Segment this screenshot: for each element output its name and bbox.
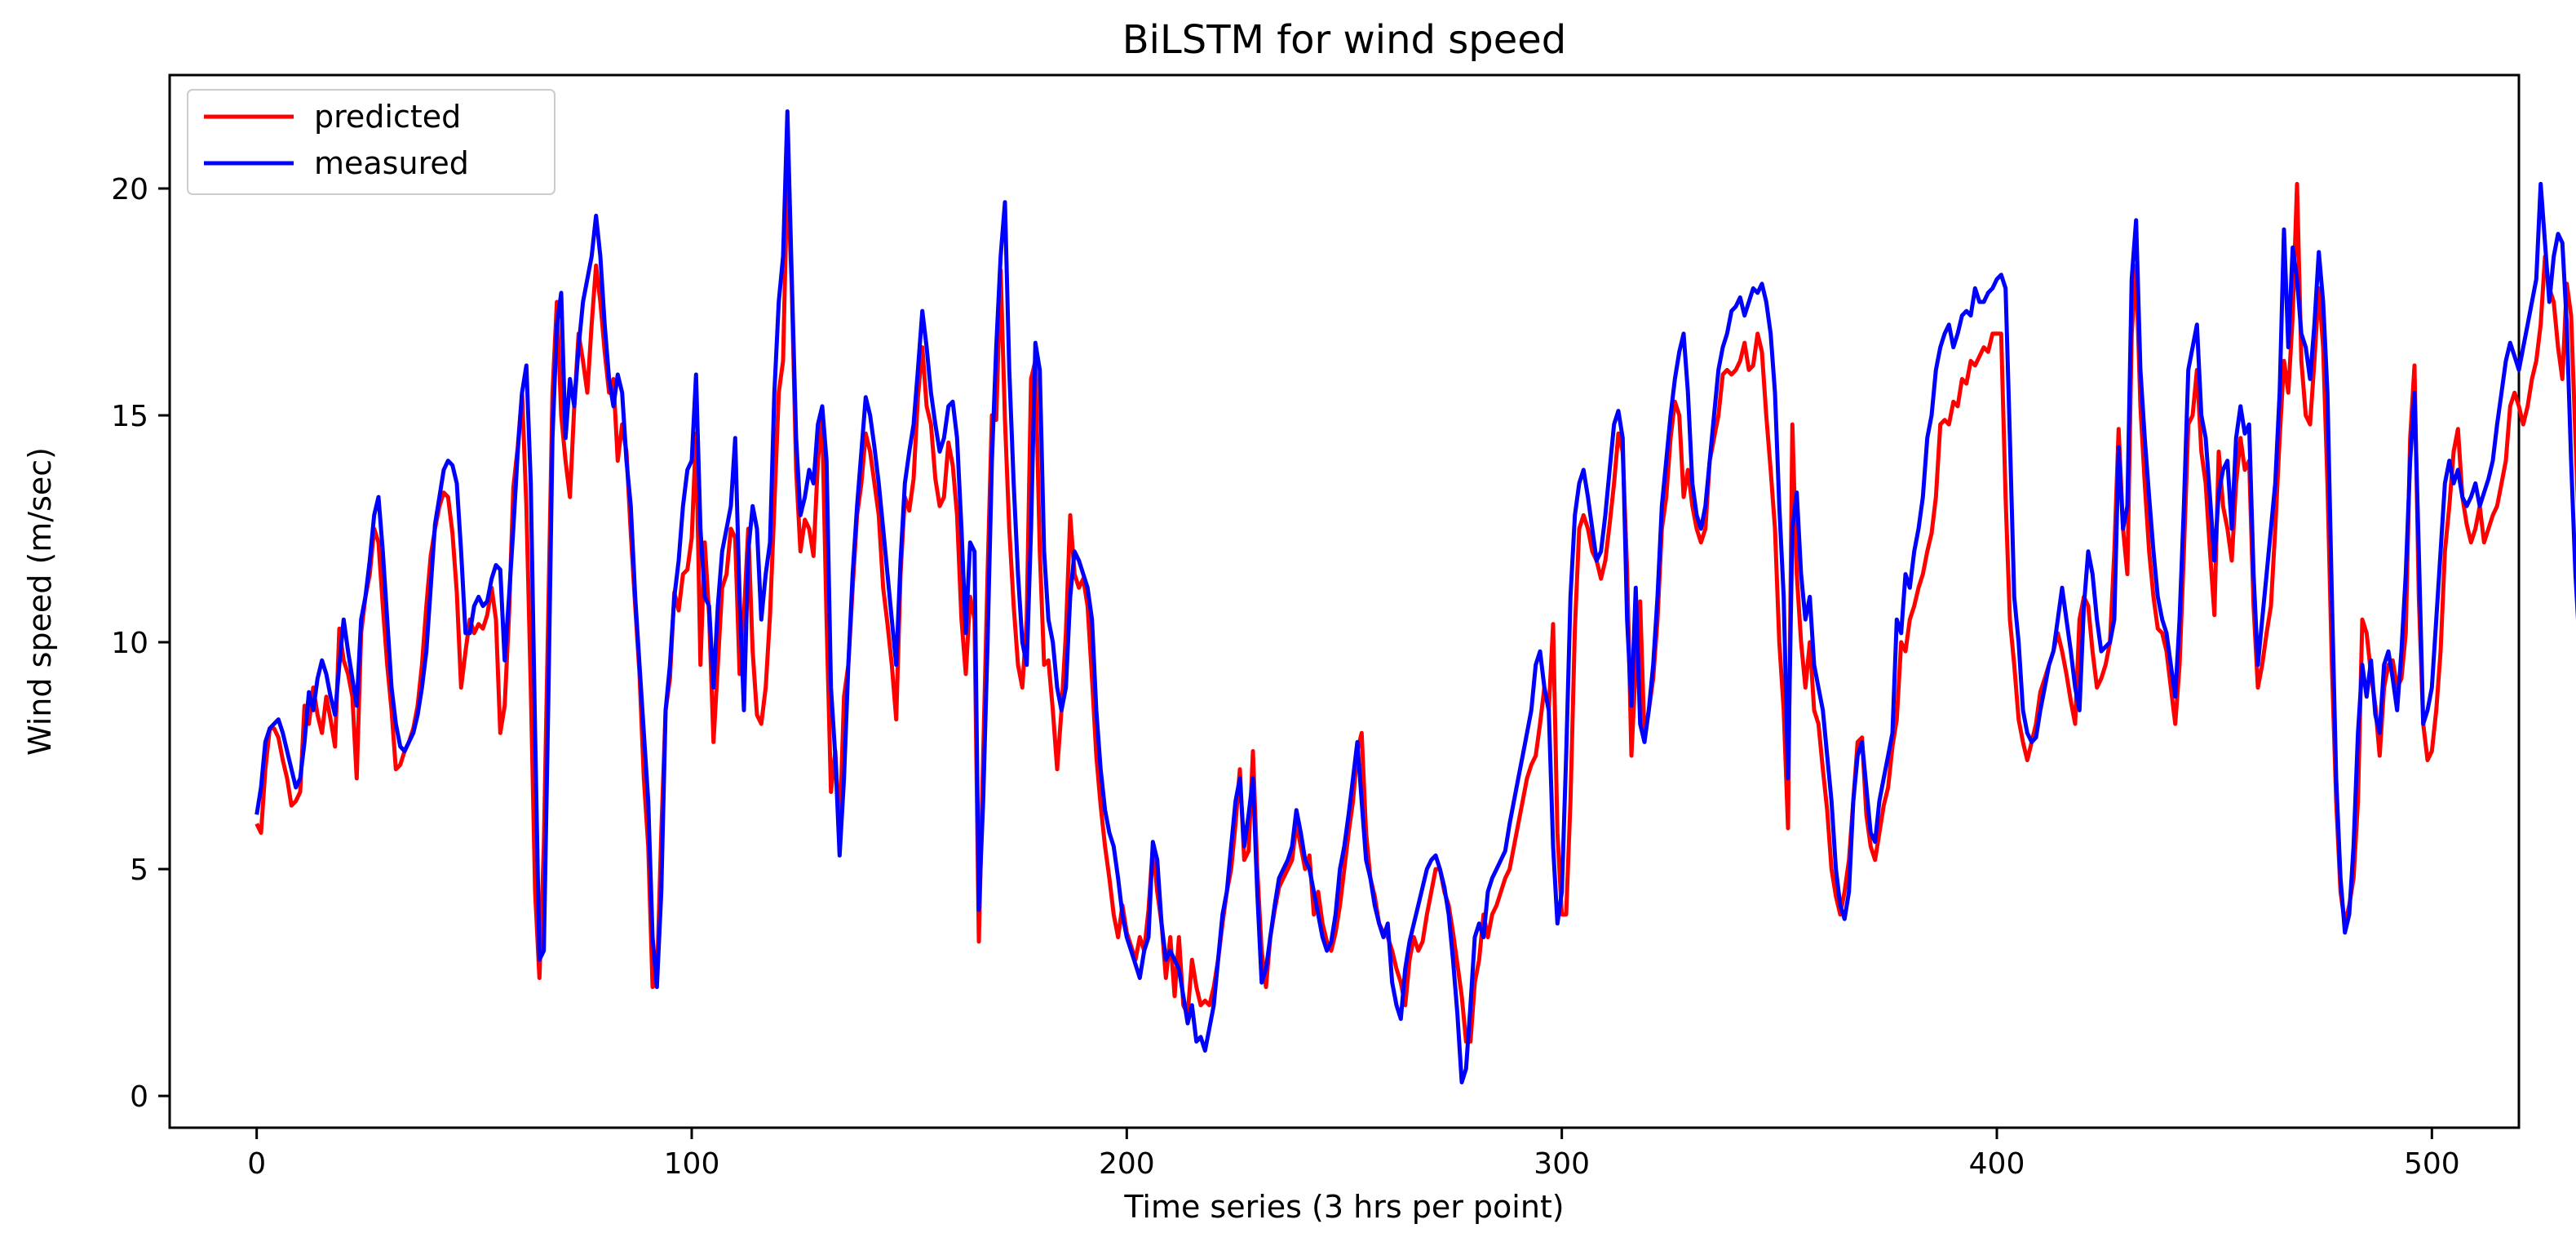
y-axis: 0 5 10 15 20 [111,173,170,1114]
x-tick-label: 0 [247,1147,266,1181]
legend-label-measured: measured [314,145,469,181]
x-axis-label: Time series (3 hrs per point) [1123,1189,1564,1225]
x-axis: 0 100 200 300 400 500 [247,1128,2460,1181]
y-tick-label: 5 [130,854,148,887]
y-tick-label: 10 [111,627,148,660]
y-tick-label: 20 [111,173,148,206]
chart-title: BiLSTM for wind speed [1122,17,1566,63]
data-lines [255,109,2576,1084]
legend: predicted measured [187,89,555,195]
series-line-measured [255,109,2576,1084]
x-tick-label: 200 [1099,1147,1155,1181]
y-axis-label: Wind speed (m/sec) [22,447,58,756]
x-tick-label: 500 [2404,1147,2460,1181]
x-tick-label: 100 [664,1147,720,1181]
legend-label-predicted: predicted [314,99,461,135]
plot-area [168,73,2576,1129]
y-tick-label: 15 [111,400,148,433]
x-tick-label: 400 [1969,1147,2025,1181]
y-tick-label: 0 [130,1080,148,1114]
axes-frame [168,73,2521,1129]
x-tick-label: 300 [1534,1147,1590,1181]
